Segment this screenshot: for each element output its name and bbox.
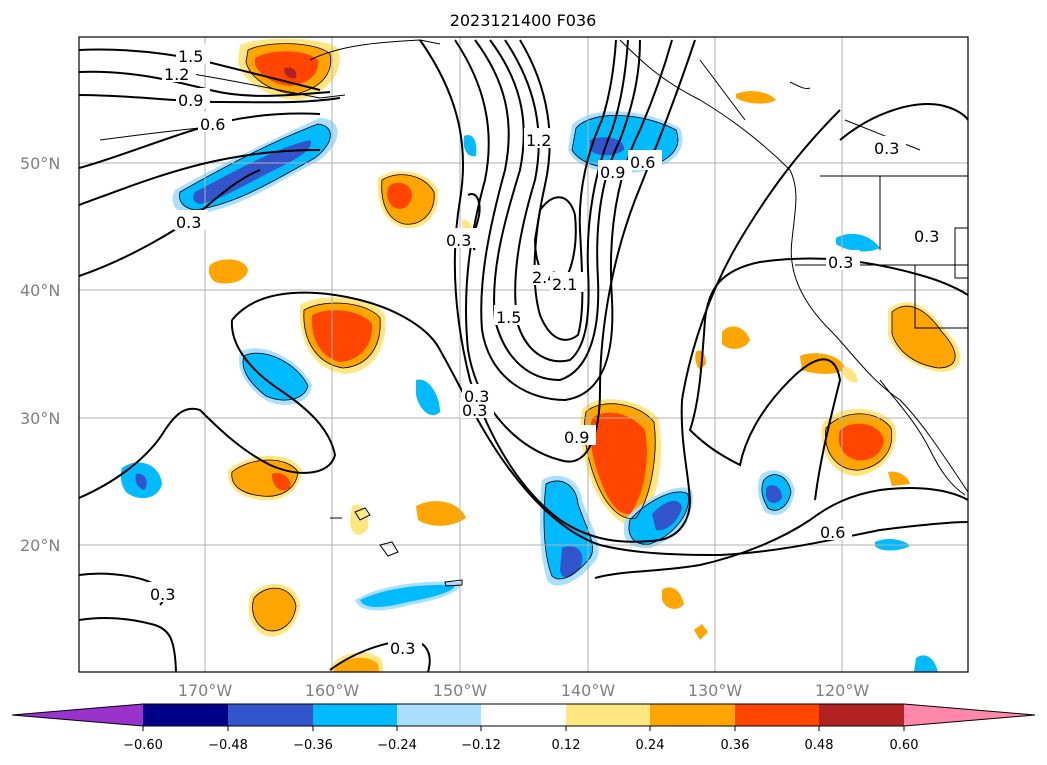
colorbar-tick: −0.36 (293, 738, 333, 753)
map-frame (78, 36, 969, 673)
contour-label: 0.6 (630, 153, 655, 172)
contour-label: 0.3 (464, 387, 489, 406)
lat-label-30n: 30°N (20, 409, 60, 428)
contour-label: 0.3 (176, 213, 201, 232)
colorbar-tick: −0.24 (377, 738, 417, 753)
colorbar-swatch (566, 704, 650, 726)
contour-label: 0.3 (390, 639, 415, 658)
contour-label: 0.9 (178, 91, 203, 110)
colorbar-swatch (313, 704, 397, 726)
colorbar-swatch (735, 704, 819, 726)
coastlines (99, 39, 968, 587)
colorbar-tick: 0.60 (890, 738, 919, 753)
contour-label: 0.3 (914, 227, 939, 246)
colorbar-extend-high (904, 704, 1035, 726)
contour-label: 0.3 (446, 231, 471, 250)
colorbar-tick: 0.24 (636, 738, 665, 753)
contour-label: 0.9 (600, 163, 625, 182)
map-area: 1.5 1.2 0.9 0.6 0.3 0.3 1.2 0.9 0.6 0.3 … (79, 37, 968, 672)
colorbar-extend-low (12, 704, 143, 726)
lat-label-20n: 20°N (20, 536, 60, 555)
map-title: 2023121400 F036 (450, 11, 597, 30)
colorbar-tick: 0.12 (552, 738, 581, 753)
lon-label-120w: 120°W (815, 681, 870, 700)
contour-label: 2.1 (552, 275, 577, 294)
colorbar-tick: −0.12 (461, 738, 501, 753)
contour-label: 1.2 (164, 65, 189, 84)
colorbar-swatch (650, 704, 735, 726)
contour-label: 1.5 (496, 308, 521, 327)
contour-label: 0.9 (564, 428, 589, 447)
longitude-labels: 170°W 160°W 150°W 140°W 130°W 120°W (178, 681, 870, 700)
contour-label: 0.3 (874, 139, 899, 158)
contour-label: 0.6 (200, 115, 225, 134)
lon-label-170w: 170°W (178, 681, 233, 700)
contour-label: 0.3 (462, 401, 487, 420)
colorbar-tick: −0.60 (123, 738, 163, 753)
contour-label: 0.3 (828, 253, 853, 272)
latitude-labels: 50°N 40°N 30°N 20°N (20, 154, 60, 555)
anomaly-fill (120, 38, 961, 672)
lon-label-140w: 140°W (561, 681, 616, 700)
lat-label-40n: 40°N (20, 281, 60, 300)
gridlines (79, 37, 968, 672)
lat-label-50n: 50°N (20, 154, 60, 173)
colorbar-swatch (397, 704, 481, 726)
lon-label-150w: 150°W (433, 681, 488, 700)
contour-label: 0.6 (820, 523, 845, 542)
colorbar-swatch (228, 704, 313, 726)
contour-label: 0.3 (150, 585, 175, 604)
colorbar-tick: 0.48 (805, 738, 834, 753)
colorbar-swatch (481, 704, 566, 726)
colorbar-tick: 0.36 (721, 738, 750, 753)
anomaly-outlines (179, 43, 956, 632)
contour-label: 1.2 (526, 131, 551, 150)
colorbar-swatch (819, 704, 904, 726)
contour-label: 1.5 (178, 47, 203, 66)
colorbar-tick: −0.48 (208, 738, 248, 753)
colorbar: −0.60 −0.48 −0.36 −0.24 −0.12 0.12 0.24 … (11, 703, 1036, 753)
lon-label-130w: 130°W (688, 681, 743, 700)
colorbar-swatch (143, 704, 228, 726)
contour-labels: 1.5 1.2 0.9 0.6 0.3 0.3 1.2 0.9 0.6 0.3 … (148, 44, 946, 658)
lon-label-160w: 160°W (305, 681, 360, 700)
